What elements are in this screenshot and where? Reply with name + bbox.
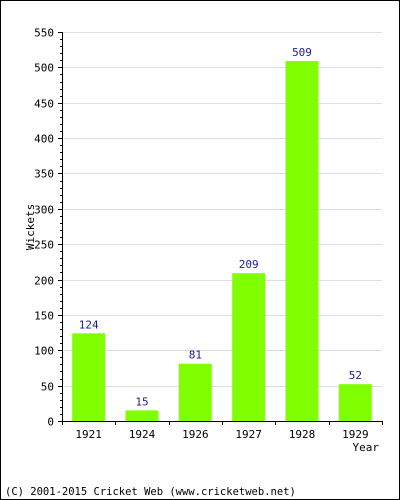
labels-layer: 0 50 100 150 200 250 300 350 400 450 500 550 124 1921… (34, 27, 368, 442)
y-tick-label: 100 (34, 345, 54, 358)
bar (285, 61, 319, 421)
x-tick-label: 1929 (342, 428, 369, 441)
y-tick-label: 200 (34, 275, 54, 288)
y-tick-label: 350 (34, 168, 54, 181)
data-label: 81 (189, 349, 202, 362)
data-label: 15 (135, 395, 148, 408)
y-tick-label: 50 (41, 381, 54, 394)
y-tick-label: 150 (34, 310, 54, 323)
y-tick-label: 500 (34, 62, 54, 75)
y-tick-label: 250 (34, 239, 54, 252)
y-tick-label: 550 (34, 27, 54, 40)
grid-layer (62, 32, 382, 387)
y-axis-label: Wickets (24, 204, 37, 250)
data-label: 509 (292, 46, 312, 59)
axes-layer (58, 32, 383, 425)
x-tick-label: 1927 (235, 428, 262, 441)
x-axis-label: Year (353, 441, 380, 454)
data-label: 209 (239, 258, 259, 271)
x-tick-label: 1926 (182, 428, 209, 441)
bar (125, 410, 159, 421)
bars-layer (72, 61, 372, 421)
bar (232, 273, 266, 421)
y-tick-label: 0 (47, 416, 54, 429)
y-tick-label: 400 (34, 133, 54, 146)
x-tick-label: 1928 (289, 428, 316, 441)
bar (338, 384, 372, 421)
y-tick-label: 300 (34, 204, 54, 217)
y-tick-label: 450 (34, 98, 54, 111)
x-tick-label: 1924 (129, 428, 156, 441)
bar (72, 333, 106, 421)
footer-copyright: (C) 2001-2015 Cricket Web (www.cricketwe… (5, 486, 296, 498)
data-label: 52 (349, 369, 362, 382)
bar (178, 363, 212, 421)
x-tick-label: 1921 (75, 428, 102, 441)
data-label: 124 (79, 318, 99, 331)
